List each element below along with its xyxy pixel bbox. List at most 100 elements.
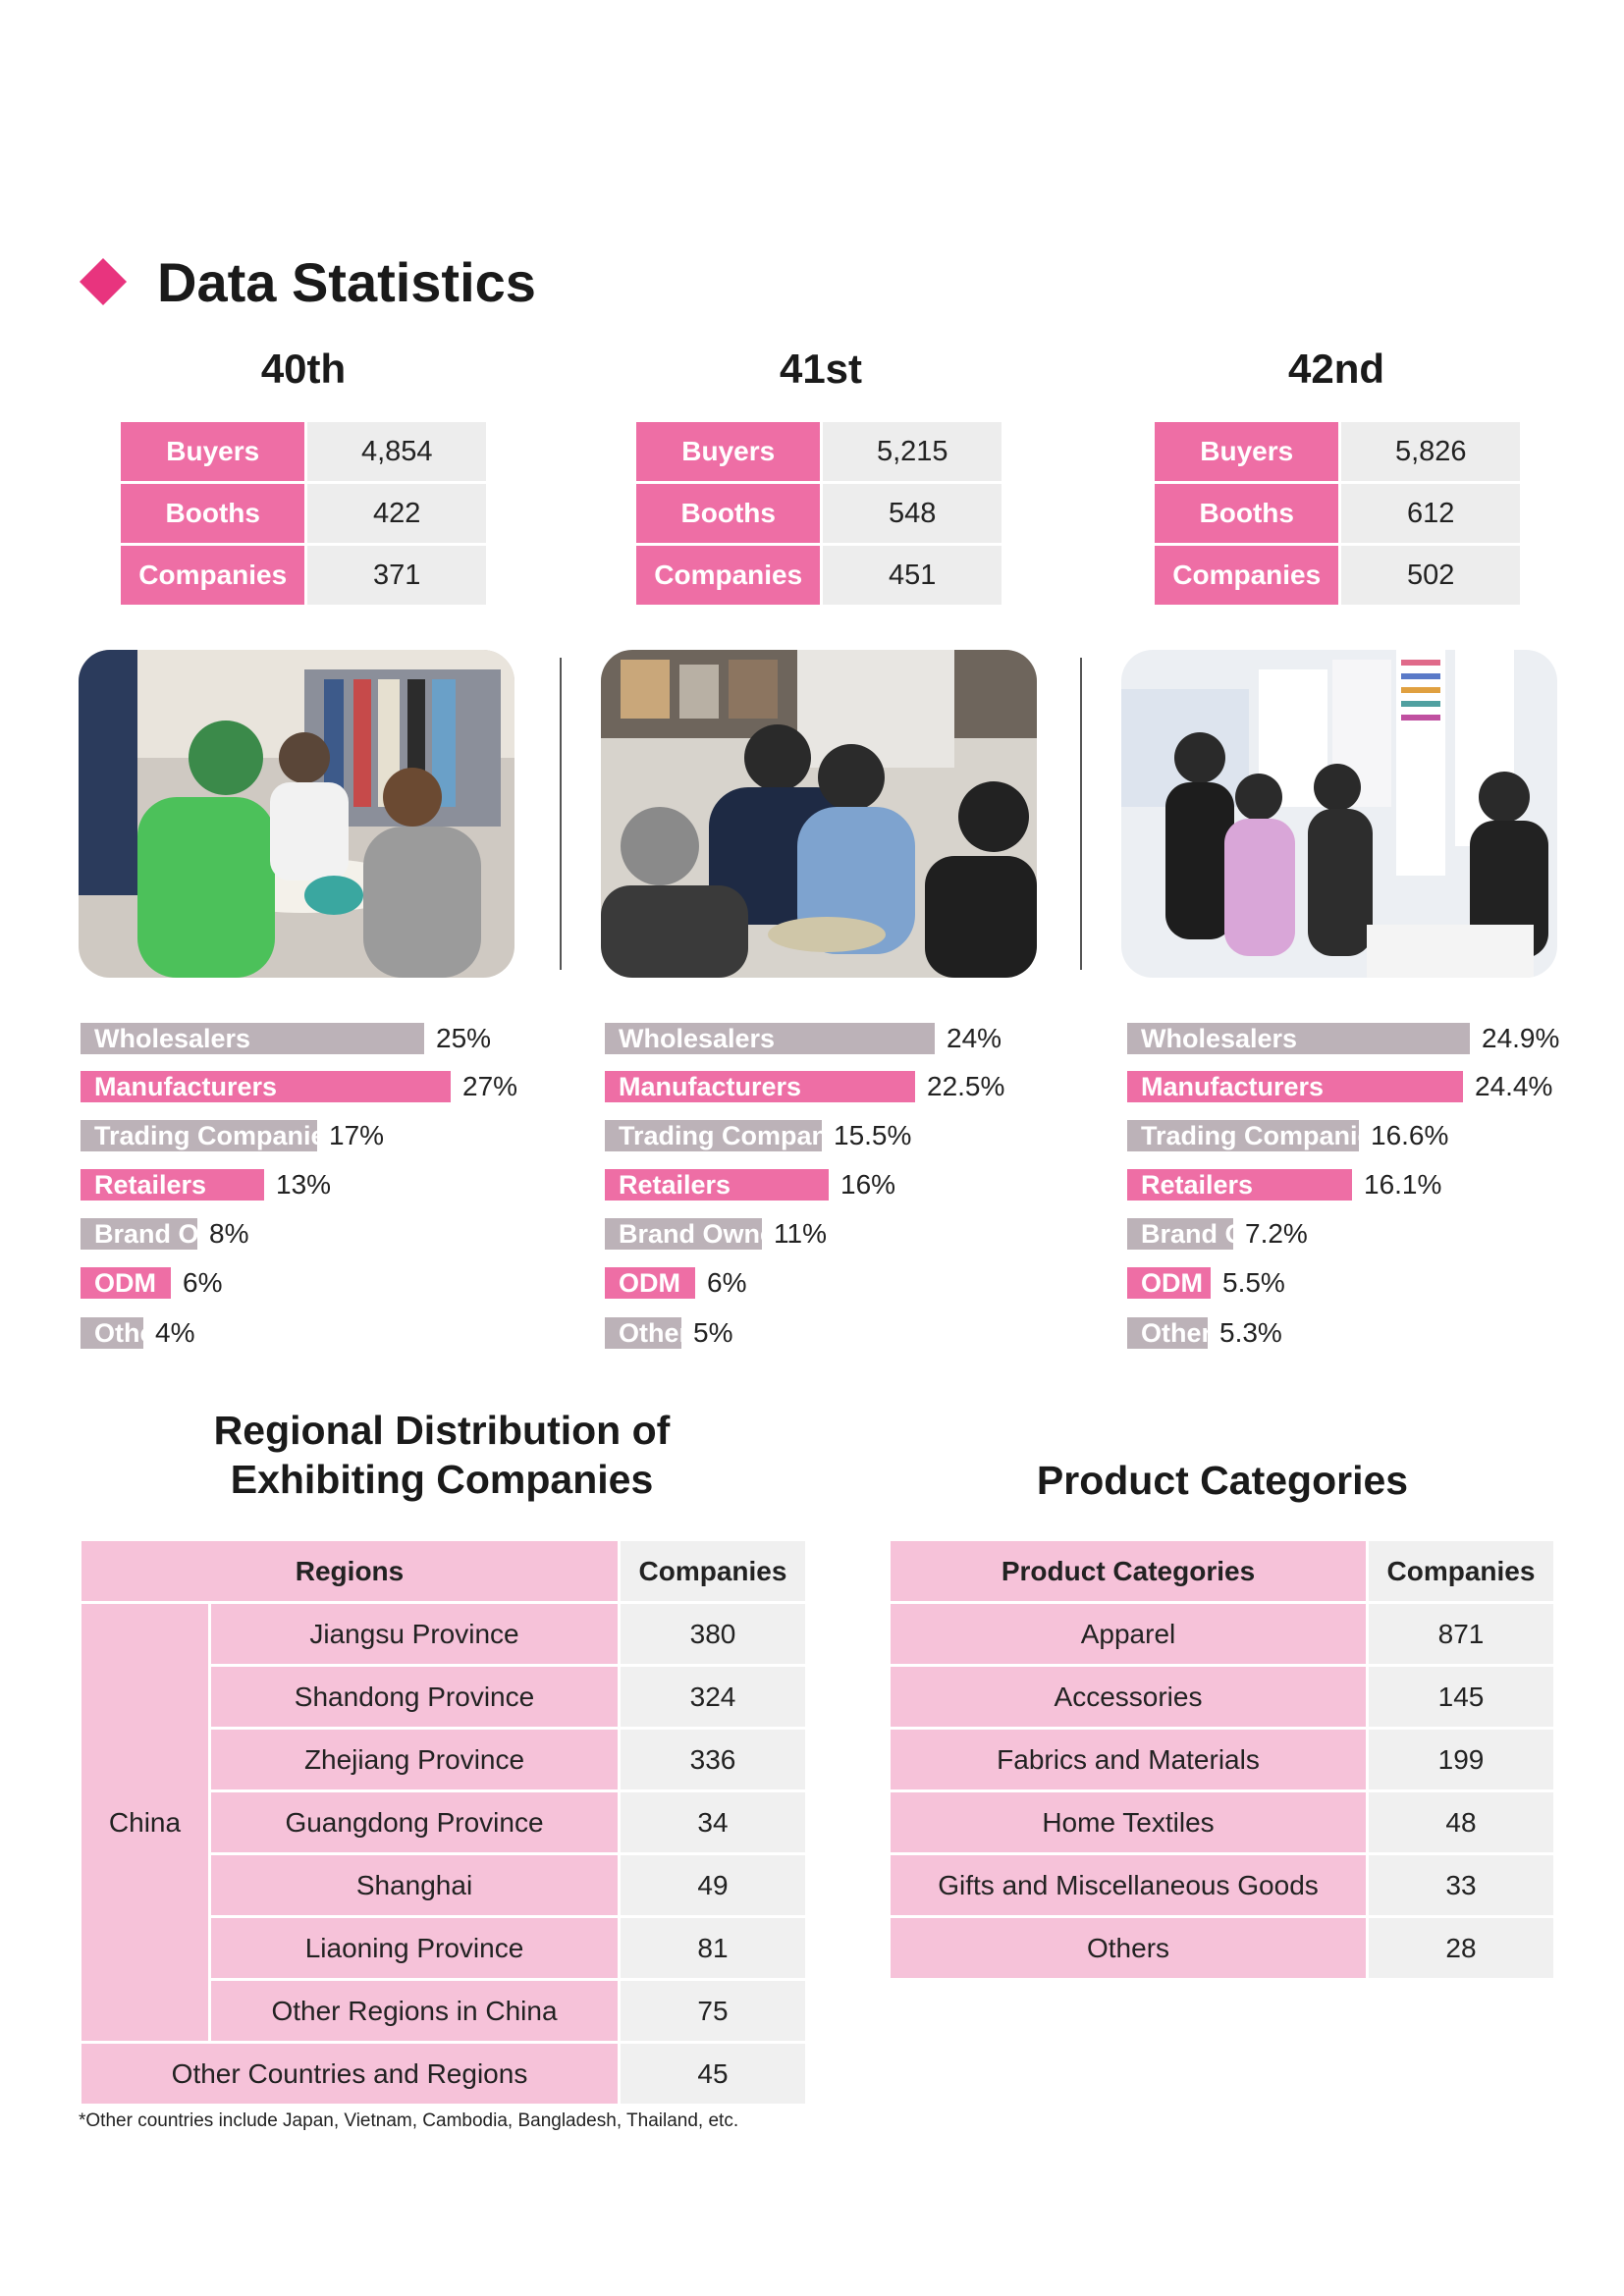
breakdown-row: ODM 6%	[81, 1267, 222, 1299]
stat-label: Booths	[1155, 484, 1339, 543]
stat-value: 451	[823, 546, 1001, 605]
category-count: 145	[1369, 1667, 1553, 1727]
breakdown-percent: 7.2%	[1245, 1218, 1308, 1249]
stats-table-42nd: Buyers 5,826 Booths 612 Companies 502	[1155, 422, 1520, 608]
breakdown-bar: ODM	[81, 1267, 171, 1299]
breakdown-bar: Trading Companies	[605, 1120, 865, 1151]
breakdown-bar: Trading Companies	[81, 1120, 341, 1151]
companies-header: Companies	[621, 1541, 805, 1601]
stat-row-companies: Companies 451	[636, 546, 1001, 605]
breakdown-bar: Wholesalers	[1127, 1023, 1470, 1054]
region-name: Zhejiang Province	[211, 1730, 618, 1789]
breakdown-bar: Brand Owners	[605, 1218, 800, 1250]
category-count: 28	[1369, 1918, 1553, 1978]
breakdown-percent: 17%	[329, 1120, 385, 1150]
breakdown-bar: Brand Owners	[1127, 1218, 1323, 1250]
breakdown-percent: 24.9%	[1482, 1023, 1560, 1053]
category-count: 33	[1369, 1855, 1553, 1915]
edition-title-42nd: 42nd	[1287, 346, 1385, 392]
breakdown-row: Retailers 16.1%	[1127, 1169, 1441, 1201]
breakdown-row: Manufacturers 27%	[81, 1071, 517, 1102]
region-count: 324	[621, 1667, 805, 1727]
breakdown-percent: 5%	[693, 1317, 733, 1348]
stat-row-companies: Companies 371	[121, 546, 486, 605]
breakdown-bar: Manufacturers	[1127, 1071, 1463, 1102]
region-count: 45	[621, 2044, 805, 2104]
stat-value: 502	[1341, 546, 1520, 605]
stat-value: 422	[307, 484, 486, 543]
region-count: 75	[621, 1981, 805, 2041]
stat-value: 612	[1341, 484, 1520, 543]
region-name: Shanghai	[211, 1855, 618, 1915]
breakdown-row: Brand Owners 7.2%	[1127, 1218, 1323, 1250]
exhibition-photo-40th	[79, 650, 514, 978]
breakdown-bar: Manufacturers	[605, 1071, 915, 1102]
breakdown-percent: 8%	[209, 1218, 249, 1249]
category-name: Accessories	[891, 1667, 1366, 1727]
breakdown-row: Trading Companies 15.5%	[605, 1120, 911, 1151]
section-heading: Data Statistics	[79, 247, 536, 316]
breakdown-row: Manufacturers 24.4%	[1127, 1071, 1552, 1102]
breakdown-percent: 16.1%	[1364, 1169, 1442, 1200]
breakdown-row: Manufacturers 22.5%	[605, 1071, 1004, 1102]
stat-row-booths: Booths 612	[1155, 484, 1520, 543]
breakdown-percent: 13%	[276, 1169, 332, 1200]
breakdown-percent: 24%	[947, 1023, 1002, 1053]
regional-title-line2: Exhibiting Companies	[230, 1457, 654, 1502]
edition-title-41st: 41st	[779, 346, 863, 392]
breakdown-row: Trading Companies 17%	[81, 1120, 384, 1151]
region-name: Liaoning Province	[211, 1918, 618, 1978]
breakdown-percent: 6%	[707, 1267, 747, 1298]
stat-label: Buyers	[121, 422, 305, 481]
exhibition-photo-41st	[601, 650, 1037, 978]
category-name: Gifts and Miscellaneous Goods	[891, 1855, 1366, 1915]
exhibition-photo-42nd	[1121, 650, 1557, 978]
category-count: 199	[1369, 1730, 1553, 1789]
regions-header: Regions	[81, 1541, 618, 1601]
breakdown-row: Retailers 16%	[605, 1169, 895, 1201]
footnote: *Other countries include Japan, Vietnam,…	[79, 2110, 739, 2131]
breakdown-row: Trading Companies 16.6%	[1127, 1120, 1448, 1151]
breakdown-percent: 16.6%	[1371, 1120, 1449, 1150]
stat-row-booths: Booths 548	[636, 484, 1001, 543]
breakdown-percent: 27%	[462, 1071, 518, 1101]
stat-label: Companies	[636, 546, 821, 605]
breakdown-percent: 11%	[774, 1218, 827, 1249]
regional-title: Regional Distribution of Exhibiting Comp…	[147, 1406, 736, 1504]
category-name: Home Textiles	[891, 1792, 1366, 1852]
region-name: Guangdong Province	[211, 1792, 618, 1852]
stat-label: Buyers	[1155, 422, 1339, 481]
stat-label: Companies	[1155, 546, 1339, 605]
column-divider	[560, 658, 562, 970]
breakdown-bar: Brand Owners	[81, 1218, 276, 1250]
breakdown-bar: Others	[1127, 1317, 1226, 1349]
breakdown-row: ODM 5.5%	[1127, 1267, 1285, 1299]
breakdown-bar: ODM	[605, 1267, 695, 1299]
region-group-china: China	[81, 1604, 208, 2041]
region-count: 49	[621, 1855, 805, 1915]
breakdown-row: Brand Owners 8%	[81, 1218, 276, 1250]
regional-title-line1: Regional Distribution of	[213, 1408, 671, 1453]
breakdown-row: Wholesalers 25%	[81, 1023, 491, 1054]
breakdown-row: Retailers 13%	[81, 1169, 331, 1201]
breakdown-percent: 25%	[436, 1023, 492, 1053]
stats-table-40th: Buyers 4,854 Booths 422 Companies 371	[121, 422, 486, 608]
region-count: 34	[621, 1792, 805, 1852]
breakdown-row: Wholesalers 24%	[605, 1023, 1001, 1054]
breakdown-row: Others 4%	[81, 1317, 194, 1349]
stat-row-booths: Booths 422	[121, 484, 486, 543]
category-count: 871	[1369, 1604, 1553, 1664]
category-name: Others	[891, 1918, 1366, 1978]
breakdown-row: Brand Owners 11%	[605, 1218, 827, 1250]
breakdown-percent: 4%	[155, 1317, 195, 1348]
stat-label: Companies	[121, 546, 305, 605]
region-count: 81	[621, 1918, 805, 1978]
breakdown-bar: ODM	[1127, 1267, 1211, 1299]
breakdown-percent: 16%	[840, 1169, 896, 1200]
region-name: Shandong Province	[211, 1667, 618, 1727]
stat-value: 5,215	[823, 422, 1001, 481]
breakdown-percent: 5.5%	[1222, 1267, 1285, 1298]
edition-title-40th: 40th	[260, 346, 347, 392]
breakdown-row: Wholesalers 24.9%	[1127, 1023, 1559, 1054]
breakdown-bar: Wholesalers	[81, 1023, 424, 1054]
